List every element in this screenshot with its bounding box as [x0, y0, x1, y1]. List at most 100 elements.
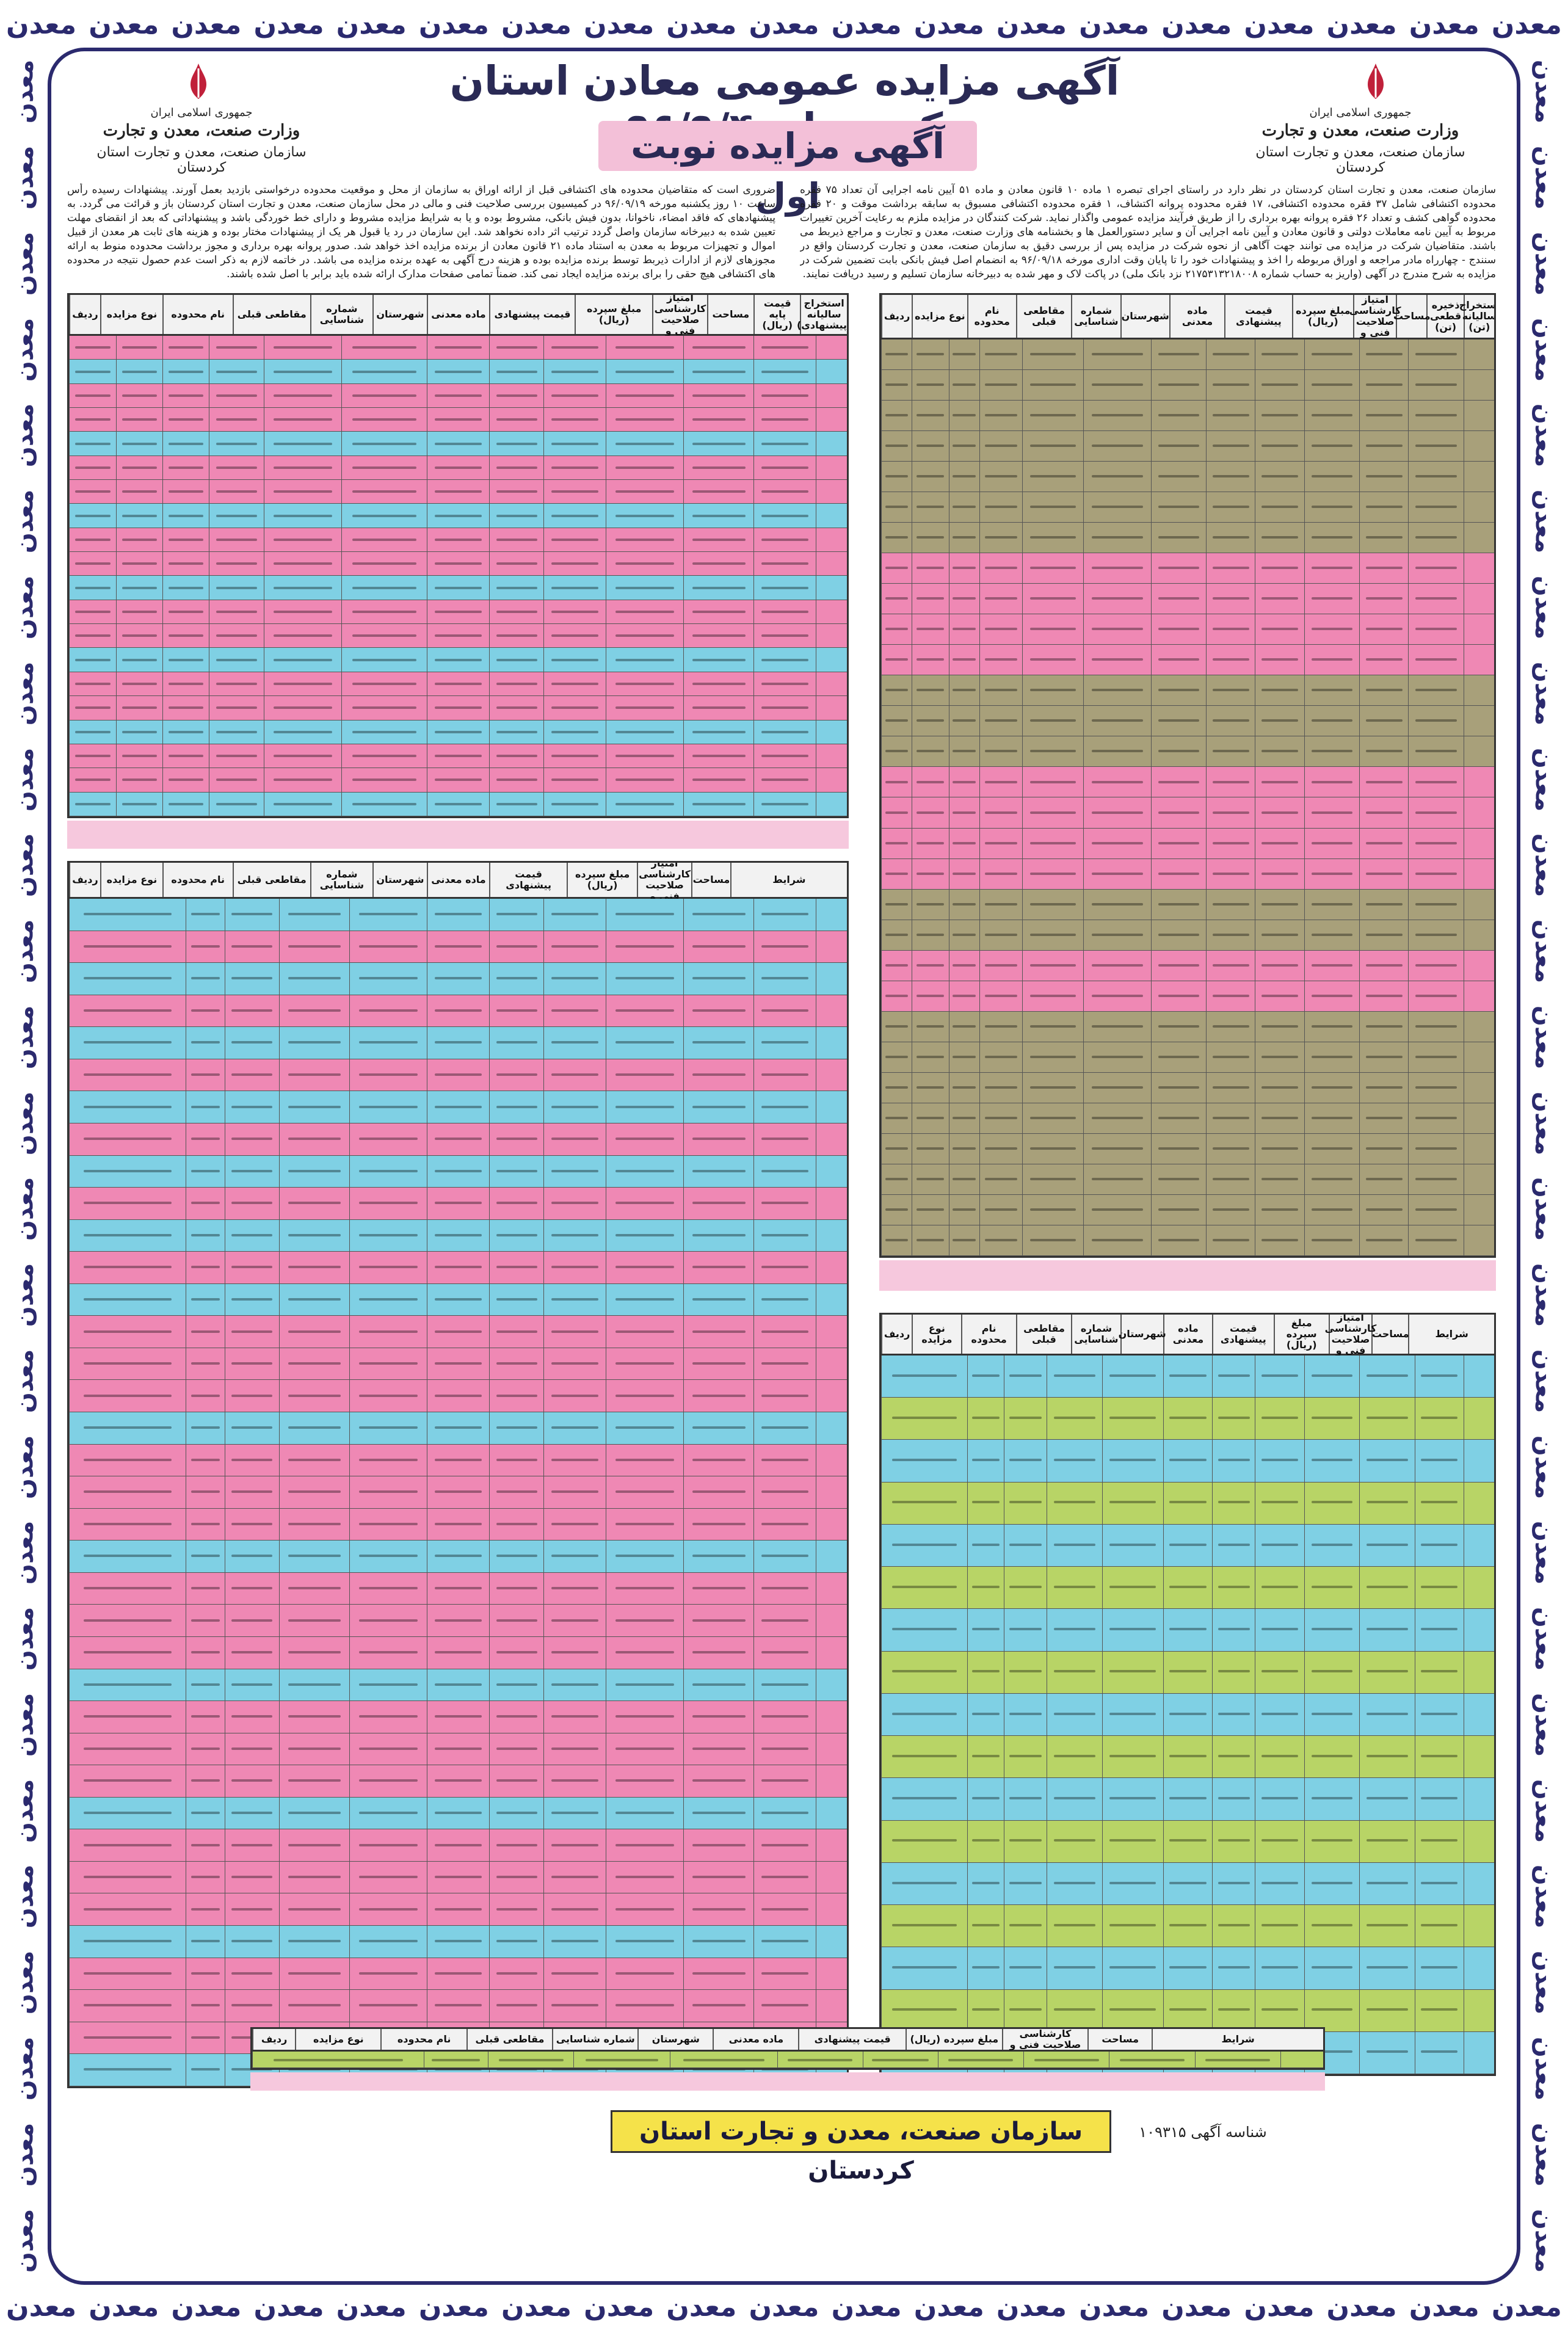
illegible-text	[692, 977, 746, 980]
border-word: معدن	[1530, 2122, 1558, 2187]
border-word: معدن	[1244, 9, 1315, 40]
table-cell	[1212, 1567, 1255, 1609]
table-cell	[349, 1348, 427, 1380]
table-row	[69, 1572, 847, 1605]
table-cell	[489, 1701, 543, 1733]
table-row	[881, 553, 1494, 584]
illegible-text	[75, 370, 111, 373]
row-number-cell	[1463, 1042, 1494, 1072]
column-header: ماده معدنی	[1163, 1315, 1212, 1354]
illegible-text	[435, 1619, 482, 1622]
table-cell	[683, 1283, 753, 1316]
illegible-text	[891, 1797, 957, 1800]
table-cell	[1212, 1482, 1255, 1524]
table-cell	[1408, 858, 1463, 889]
table-cell	[753, 1476, 816, 1508]
table-cell	[186, 995, 225, 1027]
illegible-text	[1218, 1416, 1250, 1419]
table-cell	[979, 1194, 1022, 1225]
table-cell	[881, 1440, 967, 1482]
table-cell	[69, 1059, 186, 1091]
row-number-cell	[1463, 706, 1494, 736]
table-cell	[279, 1701, 349, 1733]
illegible-text	[122, 730, 157, 733]
illegible-text	[288, 1843, 341, 1846]
illegible-text	[891, 1754, 957, 1757]
table-cell	[543, 1123, 606, 1155]
table-cell	[683, 432, 753, 455]
illegible-text	[273, 611, 332, 614]
illegible-text	[83, 913, 172, 916]
illegible-text	[191, 1811, 220, 1814]
illegible-text	[288, 1747, 341, 1750]
border-word: معدن	[336, 9, 407, 40]
table-cell	[186, 1669, 225, 1701]
illegible-text	[288, 1779, 341, 1782]
table-cell	[489, 1444, 543, 1476]
row-number-cell	[816, 963, 847, 995]
border-word: معدن	[10, 1865, 38, 1929]
illegible-text	[191, 977, 220, 980]
table-cell	[489, 720, 543, 744]
table-cell	[279, 899, 349, 931]
table-cell	[543, 1155, 606, 1188]
illegible-text	[692, 1747, 746, 1750]
illegible-text	[1261, 1116, 1299, 1119]
table-cell	[979, 1164, 1022, 1194]
illegible-text	[1158, 750, 1200, 753]
table-cell	[69, 696, 115, 720]
illegible-text	[761, 1811, 808, 1814]
illegible-text	[1092, 1055, 1143, 1058]
illegible-text	[985, 1025, 1017, 1028]
table-cell	[1414, 1947, 1464, 1989]
table-cell	[489, 1958, 543, 1990]
border-word: معدن	[10, 1435, 38, 1499]
illegible-text	[761, 1041, 808, 1044]
table-cell	[912, 828, 948, 858]
illegible-text	[169, 562, 204, 565]
table-cell	[69, 624, 115, 648]
table-row	[881, 1103, 1494, 1134]
table-cell	[115, 600, 162, 624]
table-cell	[881, 1482, 967, 1524]
illegible-text	[885, 383, 909, 387]
table-cell	[1408, 1164, 1463, 1194]
table-cell	[543, 1572, 606, 1605]
table-cell	[1047, 1567, 1102, 1609]
table-cell	[881, 1524, 967, 1567]
table-cell	[670, 2052, 777, 2067]
illegible-text	[1092, 872, 1143, 875]
illegible-text	[1311, 1501, 1353, 1504]
illegible-text	[1421, 1881, 1458, 1884]
illegible-text	[496, 1555, 537, 1558]
table-cell	[979, 462, 1022, 492]
illegible-text	[288, 1555, 341, 1558]
table-cell	[1047, 1820, 1102, 1862]
table-cell	[948, 950, 979, 981]
table-cell	[881, 553, 912, 584]
table-cell	[683, 648, 753, 672]
table-cell	[1150, 614, 1206, 645]
illegible-text	[231, 1330, 273, 1333]
table-cell	[224, 1733, 279, 1765]
illegible-text	[75, 634, 111, 637]
table-cell	[1304, 981, 1359, 1011]
table-cell	[427, 1572, 489, 1605]
table-cell	[543, 1669, 606, 1701]
illegible-text	[191, 1651, 220, 1654]
table-cell	[1255, 950, 1304, 981]
illegible-text	[1261, 1712, 1299, 1715]
illegible-text	[1158, 383, 1200, 387]
table-cell	[881, 1778, 967, 1820]
table-cell	[1304, 1862, 1359, 1905]
illegible-text	[231, 1715, 273, 1718]
table-cell	[1102, 1862, 1163, 1905]
illegible-text	[916, 383, 945, 387]
illegible-text	[1169, 1965, 1207, 1969]
column-header: ردیف	[881, 1315, 912, 1354]
illegible-text	[352, 442, 417, 445]
table-cell	[69, 931, 186, 963]
table-cell	[1359, 706, 1408, 736]
illegible-text	[985, 536, 1017, 539]
table-cell	[263, 792, 341, 816]
